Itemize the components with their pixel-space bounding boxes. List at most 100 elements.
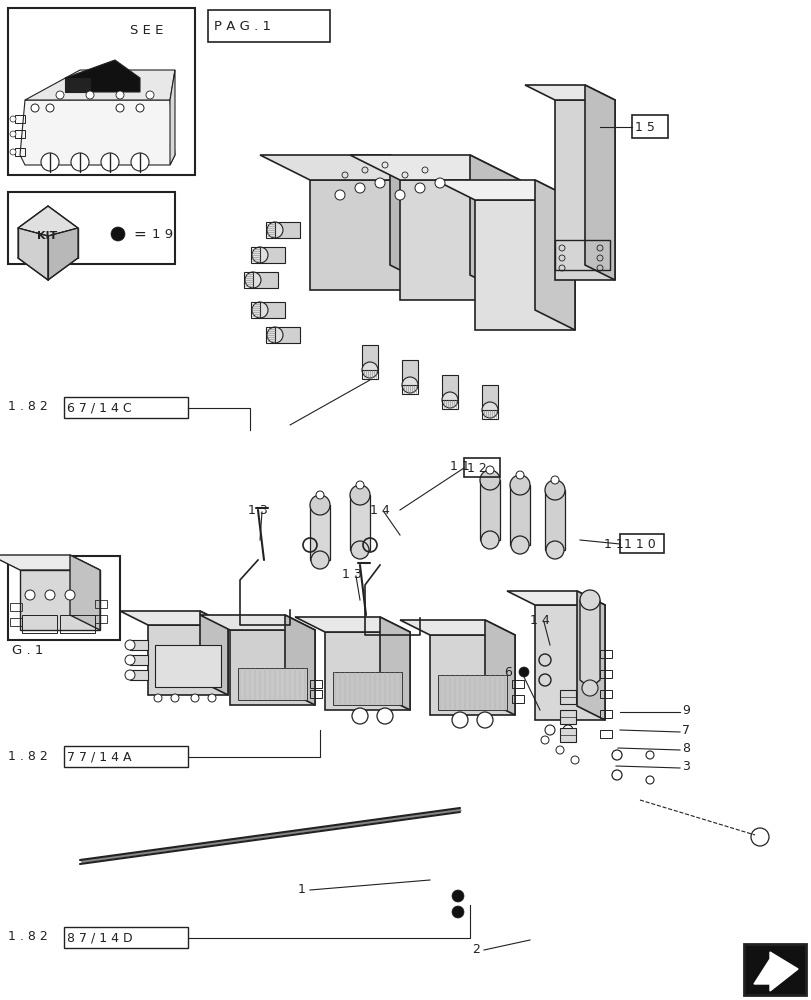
Text: 1 4: 1 4 bbox=[370, 504, 389, 516]
Circle shape bbox=[394, 190, 405, 200]
Text: 1 1 0: 1 1 0 bbox=[623, 538, 655, 550]
Polygon shape bbox=[401, 360, 418, 385]
Text: 1 3: 1 3 bbox=[341, 568, 362, 580]
Polygon shape bbox=[479, 480, 500, 540]
Circle shape bbox=[414, 183, 424, 193]
Circle shape bbox=[125, 640, 135, 650]
Circle shape bbox=[452, 890, 463, 902]
Circle shape bbox=[476, 712, 492, 728]
Bar bbox=[130, 655, 148, 665]
Circle shape bbox=[46, 104, 54, 112]
Circle shape bbox=[71, 153, 89, 171]
Bar bbox=[130, 670, 148, 680]
Text: 2: 2 bbox=[471, 943, 479, 956]
Circle shape bbox=[401, 377, 418, 393]
Polygon shape bbox=[275, 327, 299, 343]
Circle shape bbox=[31, 104, 39, 112]
Circle shape bbox=[611, 770, 621, 780]
Circle shape bbox=[351, 708, 367, 724]
Circle shape bbox=[41, 153, 59, 171]
Polygon shape bbox=[169, 70, 175, 165]
Circle shape bbox=[267, 327, 283, 343]
Circle shape bbox=[101, 153, 119, 171]
Circle shape bbox=[171, 694, 178, 702]
Circle shape bbox=[131, 153, 148, 171]
Polygon shape bbox=[260, 247, 285, 263]
Bar bbox=[251, 247, 260, 263]
Polygon shape bbox=[148, 625, 228, 695]
Circle shape bbox=[245, 272, 260, 288]
Circle shape bbox=[208, 694, 216, 702]
Polygon shape bbox=[200, 611, 228, 695]
Bar bbox=[310, 680, 322, 688]
Text: 8: 8 bbox=[681, 742, 689, 754]
Circle shape bbox=[570, 756, 578, 764]
Text: =: = bbox=[133, 227, 145, 241]
Polygon shape bbox=[80, 808, 461, 863]
Text: 6: 6 bbox=[504, 666, 511, 678]
Bar bbox=[401, 385, 418, 394]
Circle shape bbox=[545, 541, 564, 559]
Circle shape bbox=[544, 725, 554, 735]
Polygon shape bbox=[0, 555, 100, 570]
Polygon shape bbox=[310, 505, 329, 560]
Circle shape bbox=[10, 131, 16, 137]
Circle shape bbox=[116, 91, 124, 99]
Bar bbox=[8, 192, 175, 264]
Polygon shape bbox=[400, 620, 514, 635]
Bar bbox=[95, 600, 107, 608]
Circle shape bbox=[191, 694, 199, 702]
Bar bbox=[22, 615, 57, 633]
Polygon shape bbox=[120, 611, 228, 625]
Bar bbox=[463, 458, 500, 477]
Polygon shape bbox=[577, 591, 604, 720]
Polygon shape bbox=[333, 672, 401, 705]
Circle shape bbox=[25, 590, 35, 600]
Bar bbox=[15, 148, 25, 156]
Text: 1 3: 1 3 bbox=[247, 504, 268, 516]
Circle shape bbox=[355, 481, 363, 489]
Circle shape bbox=[556, 746, 564, 754]
Polygon shape bbox=[506, 591, 604, 605]
Polygon shape bbox=[294, 617, 410, 632]
Bar bbox=[266, 327, 275, 343]
Bar bbox=[631, 115, 667, 138]
Polygon shape bbox=[435, 180, 574, 200]
Polygon shape bbox=[25, 70, 175, 100]
Polygon shape bbox=[230, 630, 315, 705]
Polygon shape bbox=[200, 615, 315, 630]
Bar bbox=[15, 130, 25, 138]
Bar bbox=[95, 615, 107, 623]
Polygon shape bbox=[560, 690, 575, 704]
Bar bbox=[620, 534, 663, 553]
Polygon shape bbox=[65, 78, 90, 92]
Bar bbox=[554, 240, 609, 270]
Bar bbox=[599, 710, 611, 718]
Bar bbox=[64, 397, 188, 418]
Circle shape bbox=[65, 590, 75, 600]
Circle shape bbox=[125, 655, 135, 665]
Polygon shape bbox=[380, 617, 410, 710]
Text: 1 5: 1 5 bbox=[634, 121, 654, 134]
Circle shape bbox=[518, 667, 528, 677]
Bar bbox=[10, 618, 22, 626]
Polygon shape bbox=[534, 180, 574, 330]
Polygon shape bbox=[275, 222, 299, 238]
Polygon shape bbox=[389, 155, 440, 290]
Text: 1 1: 1 1 bbox=[449, 460, 470, 474]
Text: 7: 7 bbox=[681, 724, 689, 736]
Bar bbox=[599, 730, 611, 738]
Circle shape bbox=[10, 149, 16, 155]
Bar bbox=[15, 115, 25, 123]
Polygon shape bbox=[584, 85, 614, 280]
Polygon shape bbox=[474, 200, 574, 330]
Polygon shape bbox=[260, 302, 285, 318]
Bar bbox=[208, 10, 329, 42]
Polygon shape bbox=[260, 155, 440, 180]
Circle shape bbox=[646, 776, 653, 784]
Polygon shape bbox=[310, 180, 440, 290]
Text: 6 7 / 1 4 C: 6 7 / 1 4 C bbox=[67, 401, 131, 414]
Bar bbox=[8, 556, 120, 640]
Circle shape bbox=[116, 104, 124, 112]
Circle shape bbox=[515, 471, 523, 479]
